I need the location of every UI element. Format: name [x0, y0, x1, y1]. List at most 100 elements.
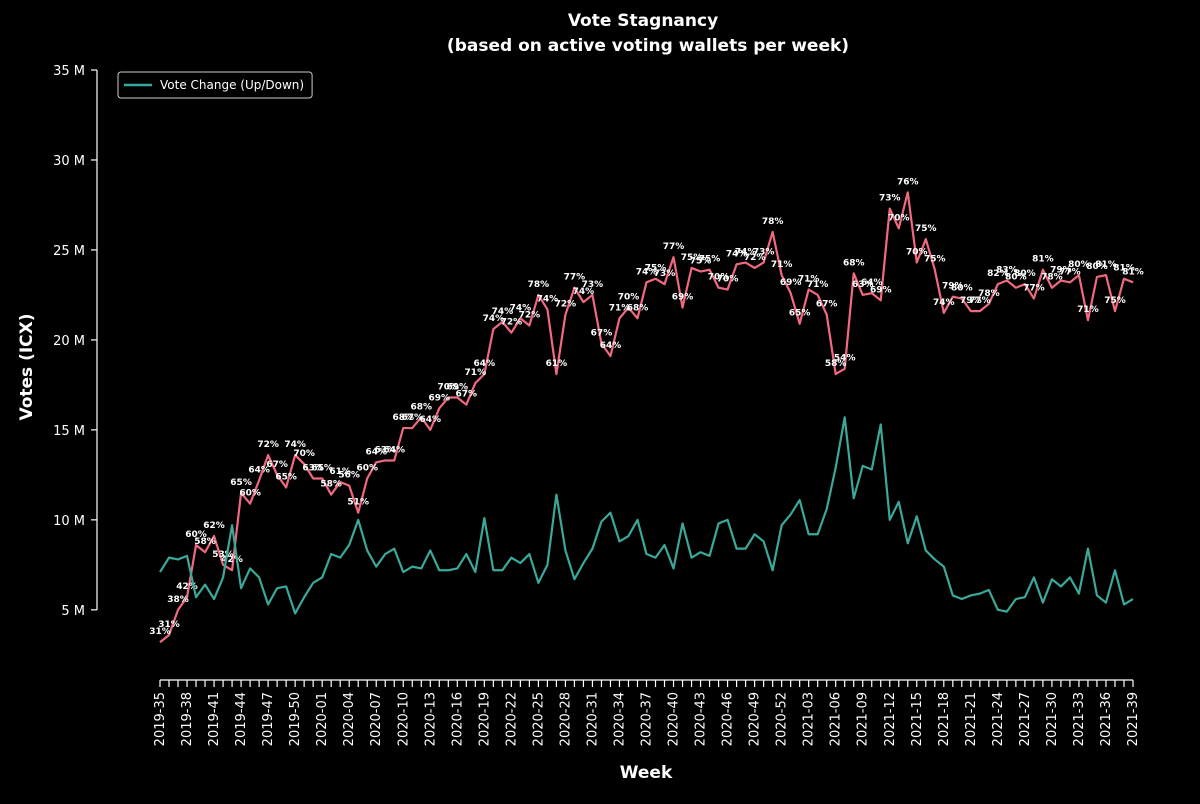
point-label: 72%: [257, 440, 279, 450]
point-label: 54%: [834, 354, 856, 364]
x-tick-label: 2020-49: [748, 692, 763, 746]
point-label: 70%: [717, 275, 739, 285]
point-label: 64%: [861, 278, 883, 288]
x-tick-label: 2021-06: [829, 692, 844, 746]
point-label: 63%: [302, 463, 324, 473]
point-label: 65%: [230, 478, 252, 488]
point-label: 65%: [311, 463, 333, 473]
x-tick-label: 2020-25: [531, 692, 546, 746]
y-tick-label: 10 M: [53, 514, 85, 529]
x-tick-label: 2019-41: [207, 692, 222, 746]
x-tick-label: 2019-38: [180, 692, 195, 746]
point-label: 74%: [510, 303, 532, 313]
point-label: 75%: [915, 224, 937, 234]
chart-title: Vote Stagnancy: [568, 11, 718, 31]
point-label: 82%: [987, 269, 1009, 279]
legend-box: [117, 71, 313, 99]
x-tick-label: 2019-47: [261, 692, 276, 746]
point-label: 78%: [1041, 273, 1063, 283]
x-tick-label: 2019-35: [153, 692, 168, 746]
point-label: 73%: [879, 194, 901, 204]
point-label: 67%: [266, 460, 288, 470]
point-label: 73%: [654, 269, 676, 279]
x-tick-label: 2021-30: [1045, 692, 1060, 746]
point-label: 64%: [365, 447, 387, 457]
point-label: 67%: [591, 329, 613, 339]
point-label: 72%: [501, 318, 523, 328]
x-tick-label: 2020-31: [585, 692, 600, 746]
point-label: 81%: [1095, 260, 1117, 270]
point-label: 78%: [528, 280, 550, 290]
point-label: 74%: [636, 267, 658, 277]
y-tick-label: 15 M: [53, 424, 85, 439]
x-tick-label: 2021-24: [991, 692, 1006, 746]
x-tick-label: 2021-12: [883, 692, 898, 746]
point-label: 71%: [1077, 305, 1099, 315]
point-label: 75%: [645, 264, 667, 274]
point-label: 64%: [248, 465, 270, 475]
point-label: 71%: [465, 368, 487, 378]
x-tick-label: 2021-21: [964, 692, 979, 746]
point-label: 69%: [429, 393, 451, 403]
point-label: 81%: [1122, 267, 1144, 277]
x-tick-label: 2020-43: [694, 692, 709, 746]
point-label: 58%: [825, 359, 847, 369]
x-tick-label: 2020-34: [612, 692, 627, 746]
point-label: 61%: [546, 359, 568, 369]
x-tick-label: 2020-37: [640, 692, 655, 746]
x-tick-label: 2019-44: [234, 692, 249, 746]
point-label: 80%: [1014, 269, 1036, 279]
point-label: 79%: [942, 282, 964, 292]
point-label: 74%: [726, 249, 748, 259]
point-label: 64%: [420, 415, 442, 425]
x-tick-label: 2020-46: [721, 692, 736, 746]
point-label: 51%: [347, 498, 369, 508]
x-tick-label: 2021-36: [1099, 692, 1114, 746]
x-tick-label: 2020-28: [558, 692, 573, 746]
point-label: 71%: [771, 260, 793, 270]
point-label: 75%: [690, 257, 712, 267]
point-label: 64%: [474, 359, 496, 369]
point-label: 60%: [239, 489, 261, 499]
point-label: 75%: [924, 255, 946, 265]
x-axis-label: Week: [620, 763, 673, 783]
point-label: 74%: [537, 294, 559, 304]
point-label: 68%: [843, 258, 865, 268]
point-label: 79%: [960, 296, 982, 306]
point-label: 64%: [383, 445, 405, 455]
point-label: 80%: [1005, 273, 1027, 283]
point-label: 58%: [194, 537, 216, 547]
point-label: 62%: [203, 521, 225, 531]
point-label: 31%: [149, 627, 171, 637]
point-label: 79%: [1050, 266, 1072, 276]
point-label: 74%: [735, 248, 757, 258]
point-label: 72%: [555, 300, 577, 310]
point-label: 73%: [582, 280, 604, 290]
point-label: 64%: [600, 341, 622, 351]
point-label: 65%: [275, 472, 297, 482]
y-tick-label: 30 M: [53, 154, 85, 169]
point-label: 80%: [1068, 260, 1090, 270]
point-label: 53%: [212, 550, 234, 560]
point-label: 67%: [401, 413, 423, 423]
y-tick-label: 5 M: [61, 604, 85, 619]
point-label: 75%: [699, 255, 721, 265]
x-tick-label: 2020-10: [396, 692, 411, 746]
data-line: [159, 191, 1134, 644]
x-tick-label: 2020-04: [342, 692, 357, 746]
point-label: 70%: [906, 248, 928, 258]
y-tick-label: 20 M: [53, 334, 85, 349]
point-label: 70%: [618, 293, 640, 303]
y-axis-label: Votes (ICX): [17, 313, 37, 420]
point-label: 42%: [176, 582, 198, 592]
x-tick-label: 2020-22: [504, 692, 519, 746]
point-label: 77%: [1023, 284, 1045, 294]
point-label: 74%: [284, 440, 306, 450]
point-label: 71%: [798, 275, 820, 285]
data-line: [159, 416, 1134, 615]
point-label: 75%: [681, 253, 703, 263]
x-tick-label: 2021-09: [856, 692, 871, 746]
point-label: 77%: [564, 273, 586, 283]
chart-subtitle: (based on active voting wallets per week…: [447, 36, 849, 56]
